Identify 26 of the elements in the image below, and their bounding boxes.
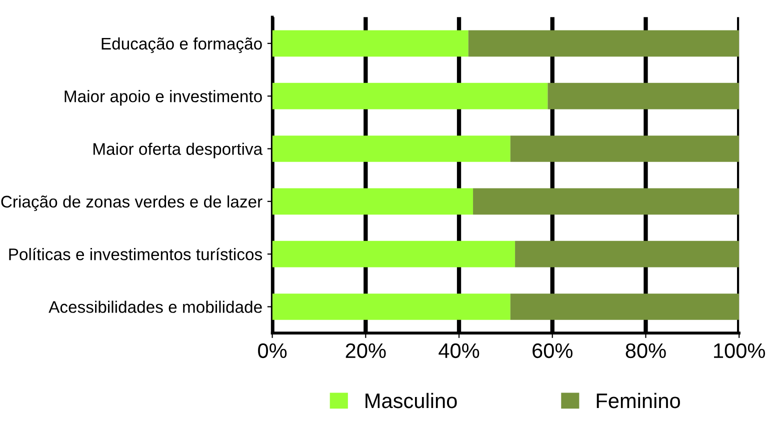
bar: [272, 30, 468, 57]
y-tick-label: Educação e formação: [102, 37, 262, 53]
y-tick-label: Acessibilidades e mobilidade: [48, 300, 262, 313]
x-tick-label: 20%: [346, 343, 386, 358]
bar: [548, 82, 740, 110]
bar: [272, 240, 516, 268]
bar: [272, 136, 510, 162]
x-tick-label: 80%: [626, 343, 666, 358]
bar: [272, 188, 474, 215]
x-tick-label: 60%: [532, 343, 572, 358]
y-tick-label: Políticas e investimentos turísticos: [9, 248, 262, 260]
x-tick-label: 40%: [438, 343, 480, 358]
y-tick-label: Maior apoio e investimento: [64, 90, 262, 106]
x-tick-label: 0%: [258, 343, 287, 358]
legend-label: Feminino: [596, 392, 680, 408]
bar: [510, 136, 740, 162]
bar: [272, 294, 510, 320]
x-tick-label: 100%: [714, 343, 765, 358]
bar: [468, 30, 740, 57]
legend-label: Masculino: [366, 392, 457, 408]
bar: [473, 188, 740, 215]
bar: [510, 294, 740, 320]
y-tick-label: Maior oferta desportiva: [94, 142, 263, 158]
bar: [515, 240, 740, 268]
bar: [272, 82, 548, 110]
y-tick-label: Criação de zonas verdes e de lazer: [1, 195, 262, 211]
